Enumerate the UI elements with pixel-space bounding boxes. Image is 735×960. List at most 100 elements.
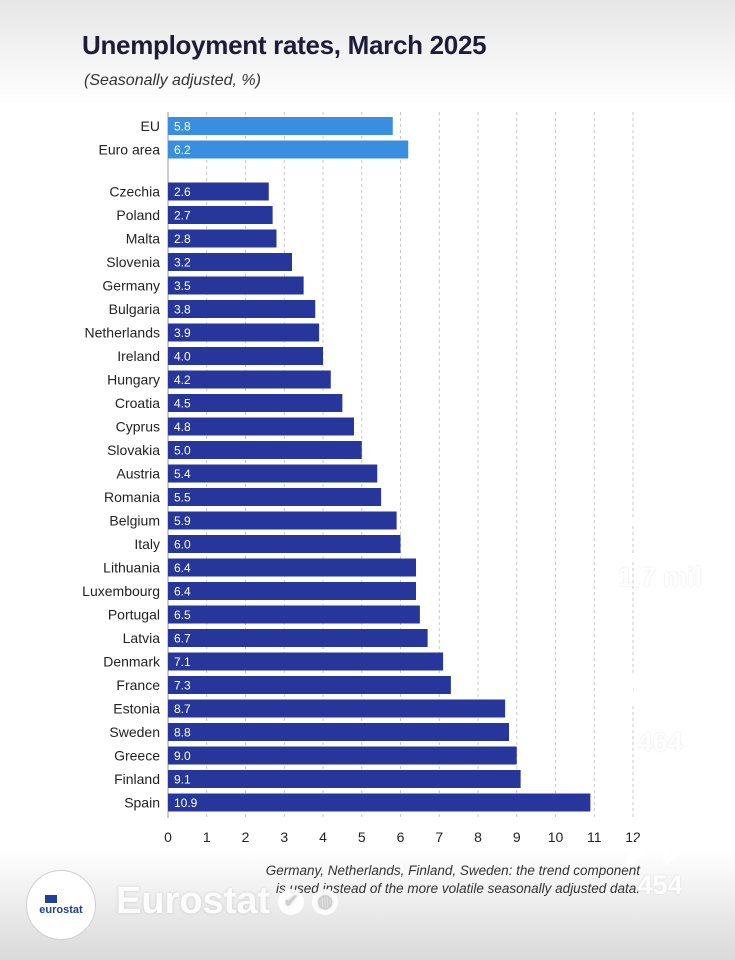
countries-label: Croatia (115, 395, 160, 411)
countries-label: Luxembourg (82, 583, 160, 599)
countries-value-label: 4.8 (174, 420, 191, 434)
aggregates-value-label: 6.2 (174, 143, 191, 157)
share-arrow-icon[interactable] (624, 810, 696, 870)
like-action[interactable]: 1,7 mil (610, 490, 710, 593)
countries-value-label: 6.0 (174, 538, 191, 552)
countries-label: Cyprus (116, 419, 160, 435)
countries-label: Spain (124, 795, 160, 811)
x-tick-label: 1 (203, 829, 211, 845)
aggregates-bar (168, 117, 393, 135)
countries-value-label: 9.0 (174, 749, 191, 763)
countries-label: Romania (104, 489, 160, 505)
x-tick-label: 7 (435, 829, 443, 845)
x-tick-label: 11 (587, 829, 602, 845)
countries-bar (168, 746, 517, 765)
countries-label: Poland (116, 207, 160, 223)
countries-bar (168, 770, 521, 788)
comment-bubble-icon[interactable] (624, 655, 696, 727)
countries-label: Netherlands (85, 325, 161, 341)
globe-icon: ◍ (312, 888, 339, 915)
countries-bar (168, 629, 428, 647)
x-tick-label: 4 (319, 829, 327, 845)
countries-bar (168, 300, 316, 318)
countries-bar (168, 347, 323, 365)
countries-label: Malta (126, 231, 160, 247)
x-tick-label: 2 (242, 829, 250, 845)
countries-bar (168, 535, 401, 553)
x-tick-label: 5 (358, 829, 366, 845)
countries-value-label: 4.5 (174, 397, 191, 411)
countries-label: France (116, 677, 160, 693)
countries-value-label: 6.4 (174, 561, 191, 575)
verified-badge-icon: ✔ (278, 888, 305, 915)
countries-value-label: 5.0 (174, 444, 191, 458)
share-action[interactable]: 454 (610, 810, 710, 901)
x-tick-label: 3 (280, 829, 288, 845)
countries-bar (168, 464, 378, 483)
countries-bar (168, 253, 292, 271)
countries-bar (168, 276, 304, 295)
comment-action[interactable]: 464 (610, 655, 710, 758)
countries-value-label: 9.1 (174, 773, 191, 787)
countries-label: Estonia (113, 701, 160, 717)
aggregates-label: Euro area (99, 142, 161, 158)
countries-label: Greece (114, 748, 160, 764)
eurostat-avatar[interactable]: eurostat (26, 870, 96, 940)
x-tick-label: 10 (548, 829, 564, 845)
countries-bar (168, 370, 331, 389)
countries-label: Sweden (109, 724, 160, 740)
x-tick-label: 8 (474, 829, 482, 845)
countries-bar (168, 793, 591, 812)
countries-bar (168, 206, 273, 224)
countries-value-label: 3.9 (174, 326, 191, 340)
countries-value-label: 2.7 (174, 209, 191, 223)
countries-label: Slovakia (107, 442, 160, 458)
like-count: 1,7 mil (617, 562, 703, 592)
countries-label: Italy (134, 536, 160, 552)
footnote-line-1: Germany, Netherlands, Finland, Sweden: t… (265, 863, 640, 878)
countries-bar (168, 441, 362, 459)
countries-bar (168, 723, 509, 741)
countries-bar (168, 417, 354, 436)
countries-value-label: 10.9 (174, 796, 198, 810)
x-tick-label: 9 (513, 829, 521, 845)
chart-subtitle: (Seasonally adjusted, %) (84, 72, 261, 89)
countries-value-label: 2.8 (174, 232, 191, 246)
countries-value-label: 8.7 (174, 702, 191, 716)
x-tick-label: 6 (397, 829, 405, 845)
countries-value-label: 5.4 (174, 467, 191, 481)
thumbs-up-icon[interactable] (624, 490, 696, 562)
countries-label: Finland (114, 771, 160, 787)
countries-label: Hungary (107, 372, 160, 388)
countries-bar (168, 582, 416, 600)
countries-label: Czechia (109, 184, 160, 200)
countries-bar (168, 323, 320, 342)
share-count: 454 (637, 870, 683, 900)
account-name[interactable]: Eurostat (116, 880, 271, 922)
countries-label: Portugal (108, 607, 160, 623)
countries-value-label: 6.5 (174, 608, 191, 622)
avatar-logo-text: eurostat (39, 903, 83, 916)
countries-value-label: 6.4 (174, 585, 191, 599)
countries-value-label: 7.3 (174, 679, 191, 693)
countries-value-label: 5.5 (174, 491, 191, 505)
countries-bar (168, 488, 382, 506)
countries-label: Lithuania (103, 560, 160, 576)
account-name-row[interactable]: Eurostat ✔ ◍ (116, 880, 339, 923)
countries-value-label: 7.1 (174, 655, 191, 669)
footnote: Germany, Netherlands, Finland, Sweden: t… (220, 862, 640, 898)
countries-label: Belgium (109, 513, 160, 529)
countries-value-label: 4.0 (174, 350, 191, 364)
footnote-line-2: is used instead of the more volatile sea… (276, 881, 640, 896)
countries-label: Latvia (123, 630, 161, 646)
countries-label: Germany (102, 278, 160, 294)
countries-label: Slovenia (106, 254, 160, 270)
countries-value-label: 3.2 (174, 256, 191, 270)
countries-bar (168, 229, 277, 248)
countries-bar (168, 394, 343, 412)
countries-value-label: 2.6 (174, 185, 191, 199)
countries-bar (168, 558, 416, 577)
countries-value-label: 3.8 (174, 303, 191, 317)
